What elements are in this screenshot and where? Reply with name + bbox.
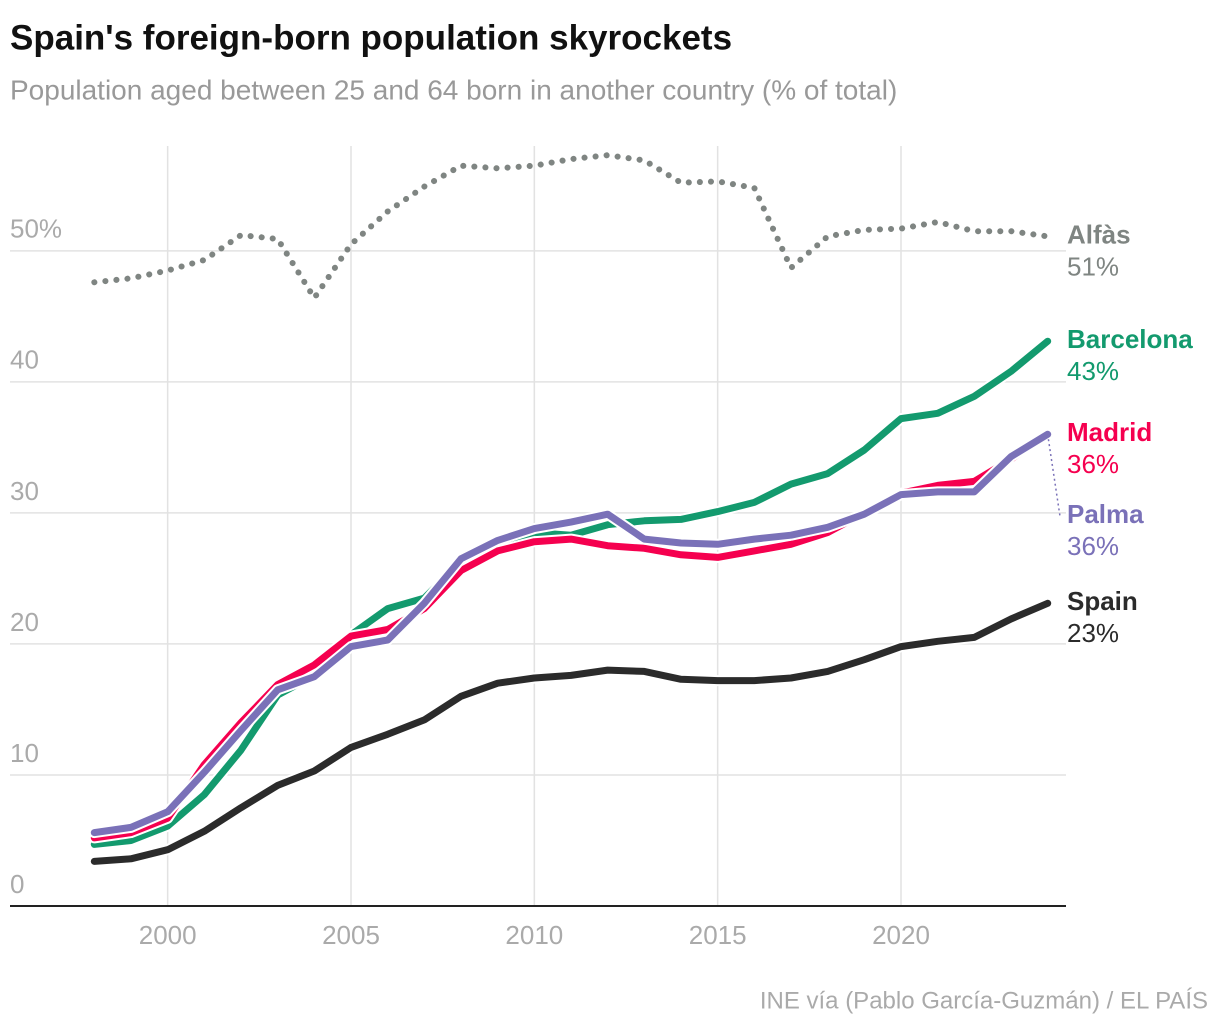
x-tick-label: 2005 — [322, 920, 380, 950]
chart-title: Spain's foreign-born population skyrocke… — [10, 18, 732, 57]
legend-label: Barcelona — [1067, 324, 1193, 354]
legend-label: Alfàs — [1067, 219, 1131, 249]
leader-line — [1046, 434, 1061, 517]
value-label: 36% — [1067, 531, 1119, 561]
value-label: 23% — [1067, 618, 1119, 648]
value-label: 43% — [1067, 356, 1119, 386]
y-tick-label: 20 — [10, 607, 39, 637]
value-label: 51% — [1067, 251, 1119, 281]
series-line — [90, 599, 1052, 865]
value-label: 36% — [1067, 449, 1119, 479]
legend-label: Palma — [1067, 499, 1144, 529]
series-line — [90, 430, 1052, 837]
x-tick-label: 2020 — [872, 920, 930, 950]
series-line — [90, 337, 1052, 848]
source: INE vía (Pablo García-Guzmán) / EL PAÍS — [760, 987, 1208, 1014]
y-tick-label: 10 — [10, 738, 39, 768]
y-tick-label: 40 — [10, 345, 39, 375]
y-tick-label: 30 — [10, 476, 39, 506]
legend-label: Madrid — [1067, 417, 1152, 447]
x-tick-label: 2015 — [689, 920, 747, 950]
y-tick-label: 50% — [10, 214, 62, 244]
chart-subtitle: Population aged between 25 and 64 born i… — [10, 74, 897, 105]
series-line — [91, 152, 1051, 301]
x-tick-label: 2010 — [505, 920, 563, 950]
y-tick-label: 0 — [10, 869, 24, 899]
legend-label: Spain — [1067, 586, 1138, 616]
x-tick-label: 2000 — [139, 920, 197, 950]
